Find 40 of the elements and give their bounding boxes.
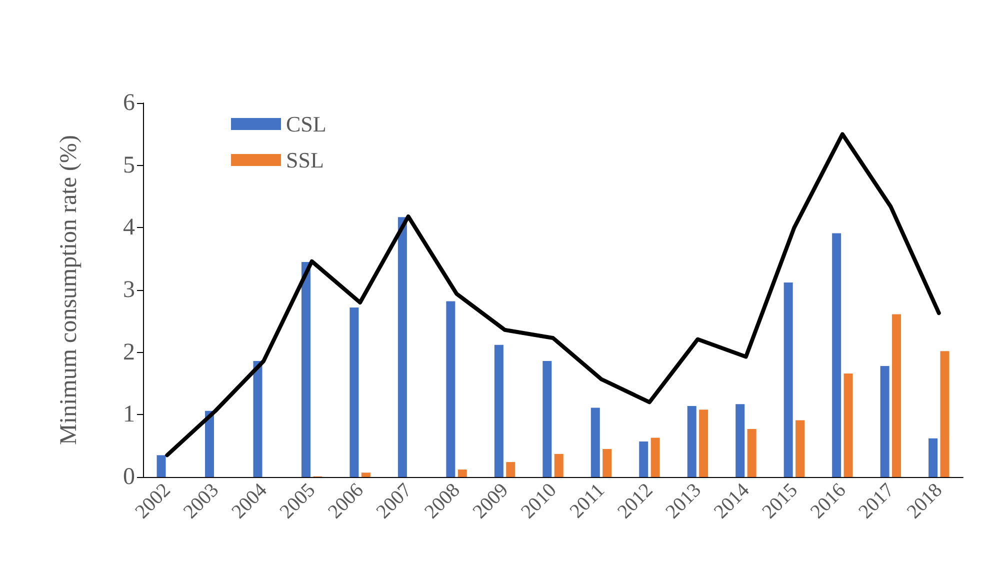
y-tick-label: 4: [123, 214, 135, 241]
y-tick-label: 5: [123, 152, 135, 178]
bar: [892, 314, 901, 477]
bar: [361, 472, 370, 477]
legend-label: SSL: [286, 148, 324, 172]
bar: [506, 462, 516, 477]
y-tick-label: 2: [123, 339, 135, 366]
bar: [156, 455, 166, 477]
bar: [832, 233, 842, 477]
bar: [747, 429, 756, 477]
bar: [542, 361, 552, 477]
bar: [928, 438, 938, 477]
bar: [940, 351, 950, 477]
bar: [844, 374, 853, 477]
y-tick-label: 0: [123, 464, 135, 490]
bar: [650, 438, 660, 477]
bar: [639, 441, 648, 477]
bar: [554, 454, 564, 477]
bar: [350, 307, 359, 477]
y-axis-title: Minimum consumption rate (%): [56, 135, 82, 445]
bar: [796, 420, 805, 477]
bar: [205, 410, 214, 477]
bar: [301, 262, 310, 477]
bar: [590, 408, 600, 477]
bar: [602, 448, 612, 477]
bar: [458, 470, 467, 477]
bar: [253, 361, 262, 477]
bar: [784, 282, 793, 477]
bar: [699, 410, 708, 477]
y-tick-label: 6: [123, 90, 135, 116]
line-series: [165, 132, 941, 458]
bar: [736, 404, 745, 477]
bar: [880, 366, 890, 477]
bar: [687, 406, 696, 477]
legend-label: CSL: [286, 112, 326, 136]
bar: [398, 217, 407, 477]
bar: [446, 301, 456, 477]
y-tick-label: 1: [123, 402, 135, 428]
y-tick-label: 3: [123, 277, 135, 303]
bar: [494, 344, 504, 477]
